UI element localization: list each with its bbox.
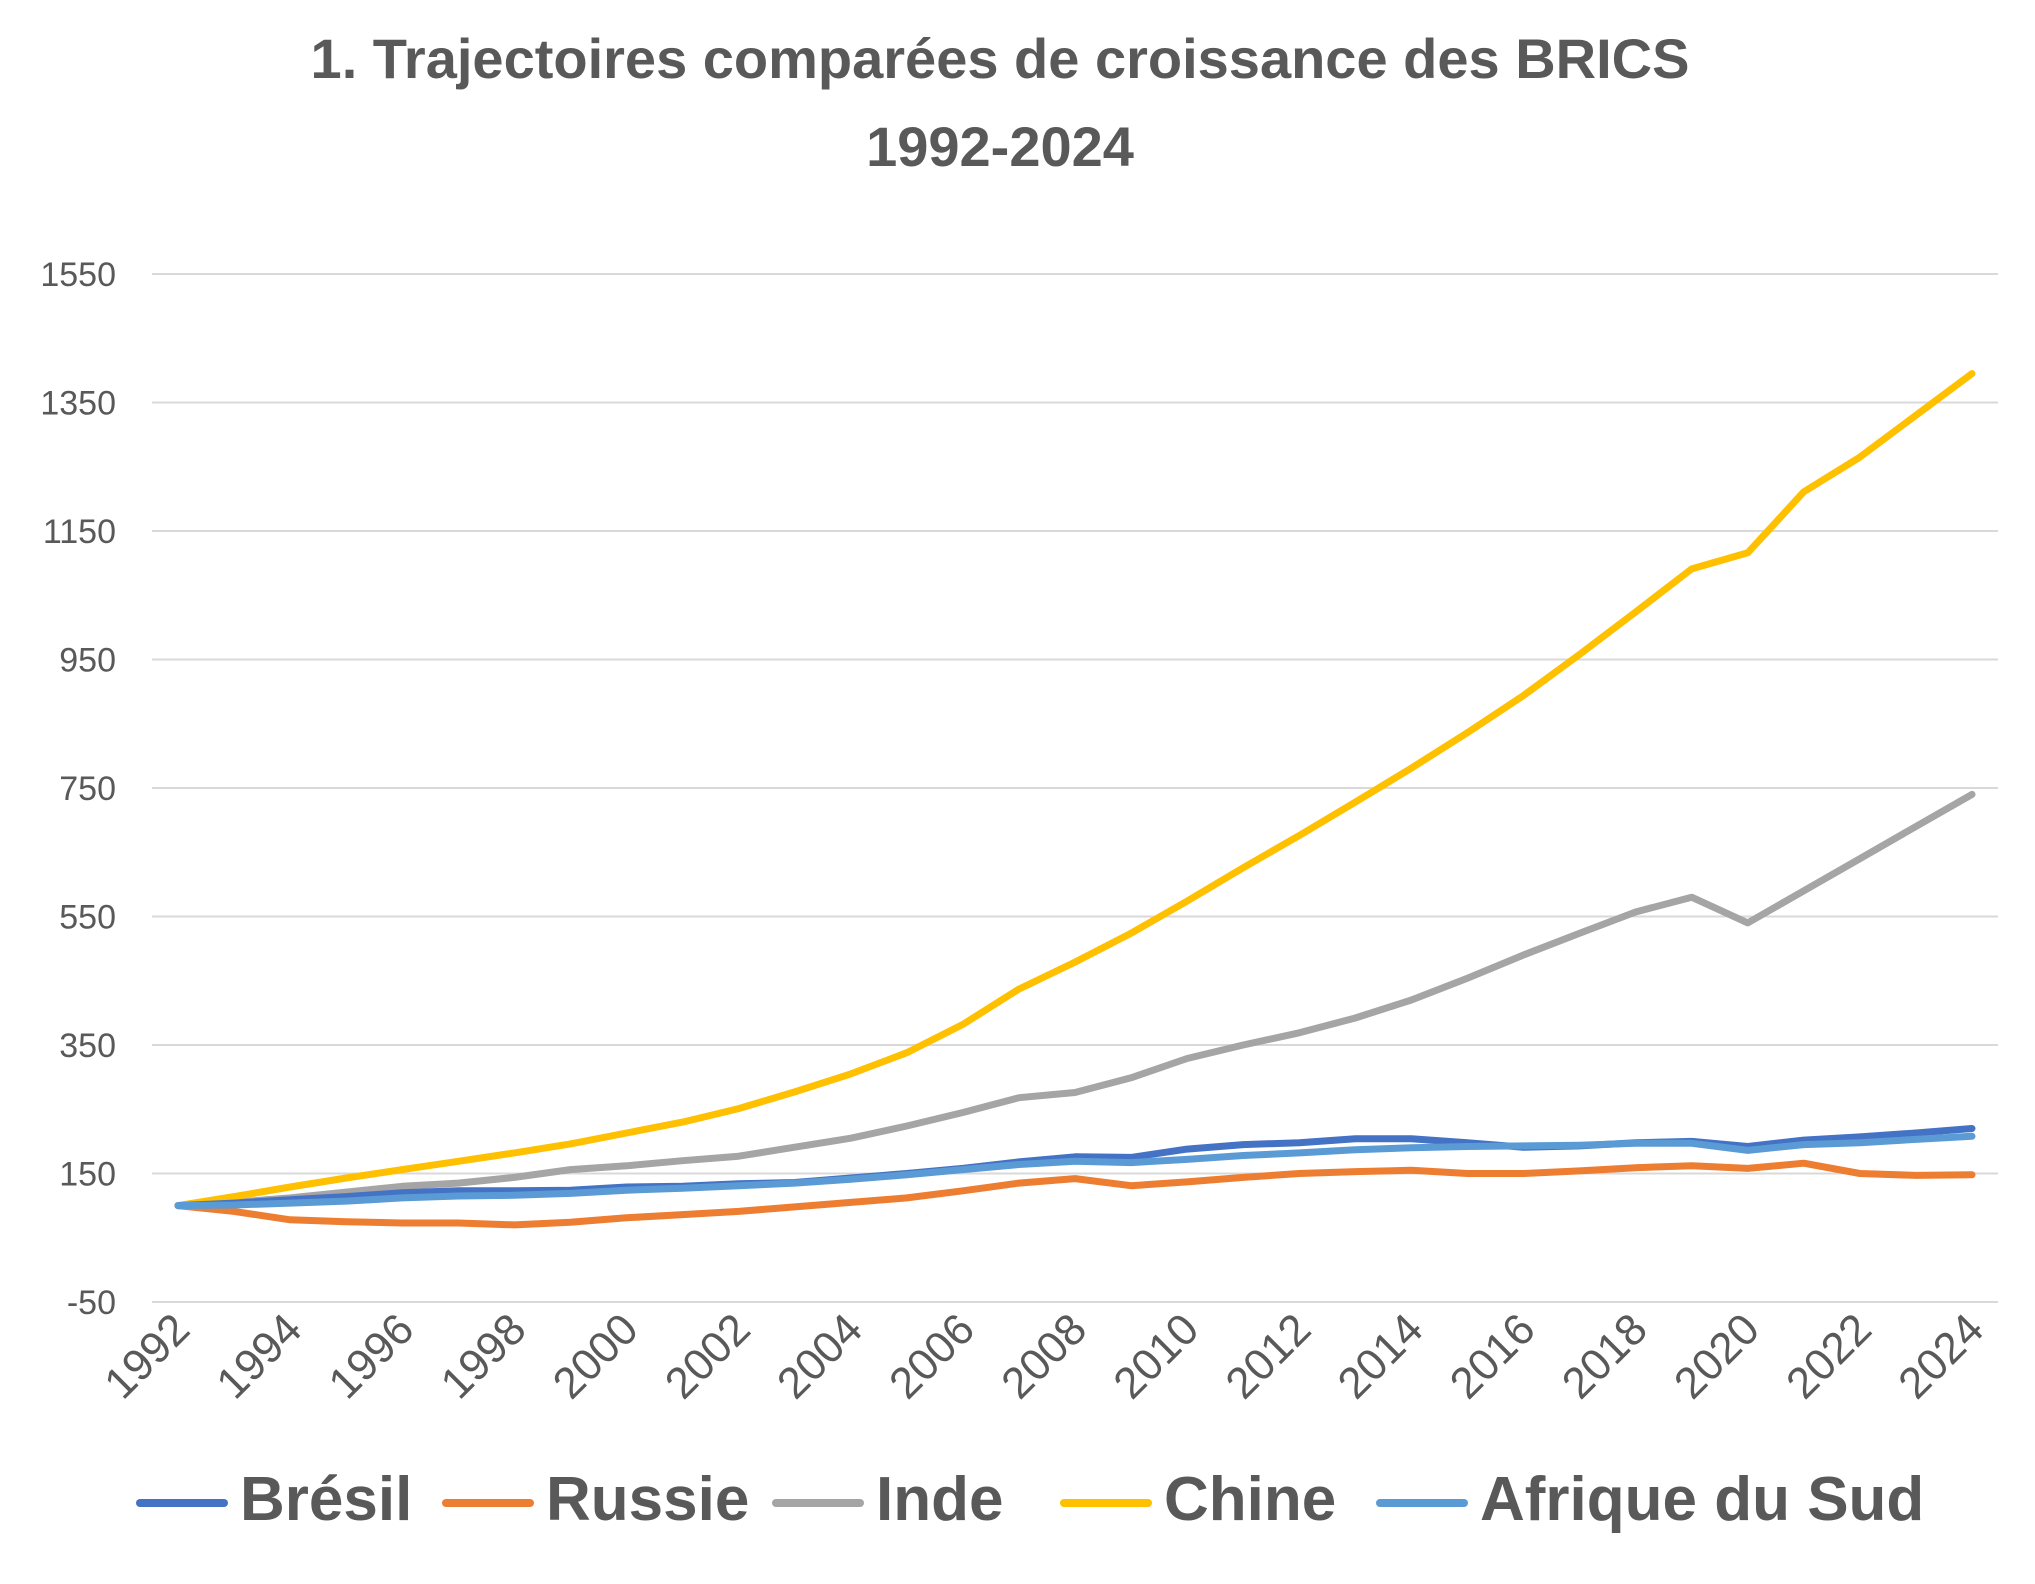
y-tick-label: -50 <box>67 1284 116 1322</box>
y-tick-label: 1350 <box>40 385 116 423</box>
y-tick-label: 950 <box>59 642 116 680</box>
y-tick-label: 550 <box>59 899 116 937</box>
y-tick-label: 1150 <box>43 513 116 551</box>
series-line-russie <box>174 1159 1976 1229</box>
legend-label: Brésil <box>240 1465 412 1534</box>
legend: Brésil Russie Inde Chine Afrique du Sud <box>136 1465 1924 1534</box>
legend-label: Chine <box>1164 1465 1336 1534</box>
legend-label: Russie <box>546 1465 749 1534</box>
chart-title-line-2: 1992-2024 <box>866 115 1134 178</box>
series-lines <box>174 370 1976 1229</box>
y-tick-label: 750 <box>59 770 116 808</box>
series-line-afrique-du-sud <box>174 1132 1976 1210</box>
gridlines <box>152 273 1998 1303</box>
y-tick-label: 150 <box>59 1156 116 1194</box>
series-line-inde <box>174 790 1976 1210</box>
series-line-chine <box>174 370 1976 1210</box>
y-tick-label: 1550 <box>40 256 116 294</box>
legend-label: Inde <box>876 1465 1003 1534</box>
legend-label: Afrique du Sud <box>1480 1465 1924 1534</box>
chart-title-line-1: 1. Trajectoires comparées de croissance … <box>311 27 1690 90</box>
y-tick-label: 350 <box>59 1027 116 1065</box>
y-axis-tick-labels: -50 150 350 550 750 950 1150 1350 1550 <box>40 256 116 1322</box>
